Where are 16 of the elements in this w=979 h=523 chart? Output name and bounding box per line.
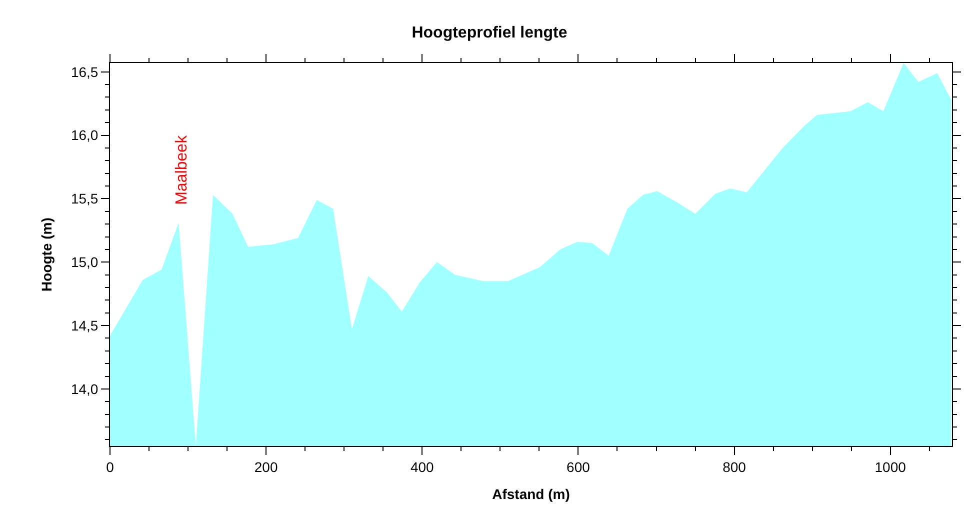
annotation: Maalbeek xyxy=(173,134,190,205)
y-tick-label: 16,0 xyxy=(70,127,98,144)
x-tick-label: 400 xyxy=(410,458,434,475)
chart-title: Hoogteprofiel lengte xyxy=(412,24,568,42)
y-axis-title: Hoogte (m) xyxy=(38,218,55,292)
x-axis-title: Afstand (m) xyxy=(492,486,570,502)
x-tick-label: 800 xyxy=(722,458,746,475)
y-tick-label: 15,0 xyxy=(70,254,98,270)
y-tick-label: 14,5 xyxy=(70,317,98,334)
x-tick-label: 1000 xyxy=(874,458,906,475)
y-tick-label: 16,5 xyxy=(70,64,98,80)
y-tick-label: 14,0 xyxy=(70,380,98,397)
x-tick-label: 0 xyxy=(106,458,114,475)
x-tick-label: 600 xyxy=(566,458,590,475)
x-tick-label: 200 xyxy=(254,458,278,475)
y-tick-label: 15,5 xyxy=(70,190,98,207)
